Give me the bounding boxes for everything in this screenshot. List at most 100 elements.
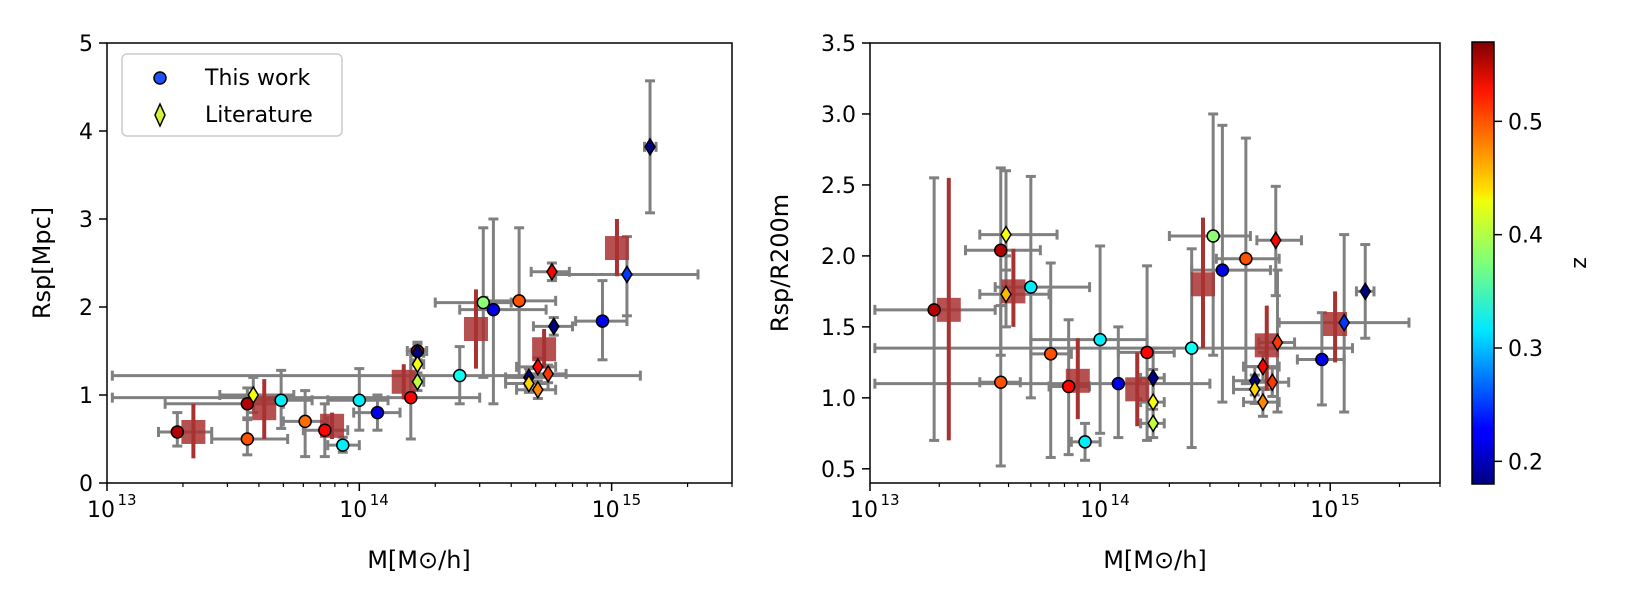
x-tick-exponent: 14 xyxy=(1111,491,1130,509)
literature-point xyxy=(542,364,554,384)
literature-point xyxy=(1269,230,1282,250)
legend-label-this-work: This work xyxy=(204,66,310,91)
this-work-point xyxy=(318,423,332,437)
literature-point xyxy=(531,380,544,400)
this-work-point xyxy=(274,393,288,408)
literature-point xyxy=(1359,281,1372,301)
literature-point xyxy=(1338,313,1351,333)
legend-label-literature: Literature xyxy=(205,103,313,128)
colorbar: 0.2 0.3 0.4 0.5 z xyxy=(1471,41,1592,485)
y-tick-label: 2 xyxy=(79,296,93,321)
x-tick-exponent: 13 xyxy=(880,491,899,509)
y-tick-label: 2.5 xyxy=(821,174,856,199)
this-work-point xyxy=(512,294,526,308)
literature-point xyxy=(1248,379,1261,399)
x-tick-label: 10 xyxy=(339,498,367,523)
this-work-point xyxy=(240,432,255,446)
y-tick-label: 1 xyxy=(79,384,93,409)
binned-square xyxy=(532,337,557,362)
colorbar-tick-label: 0.2 xyxy=(1508,450,1543,475)
x-tick-label: 10 xyxy=(1080,498,1108,523)
this-work-point xyxy=(595,314,610,328)
colorbar-gradient xyxy=(1471,41,1495,485)
literature-point xyxy=(1000,284,1012,304)
this-work-point xyxy=(1315,352,1329,367)
literature-point xyxy=(1257,357,1269,377)
literature-point xyxy=(1000,225,1012,245)
right-y-axis-label: Rsp/R200m xyxy=(766,194,794,332)
x-tick-exponent: 13 xyxy=(117,491,136,509)
this-work-point xyxy=(1206,229,1220,243)
left-x-axis-label: M[M⊙/h] xyxy=(367,546,471,574)
colorbar-tick-label: 0.3 xyxy=(1508,337,1543,362)
this-work-point xyxy=(336,438,350,452)
this-work-point xyxy=(1043,347,1058,361)
y-tick-label: 0.5 xyxy=(821,458,856,483)
literature-point xyxy=(1271,333,1284,352)
literature-point xyxy=(247,385,260,405)
this-work-point xyxy=(370,405,385,420)
x-tick-exponent: 14 xyxy=(370,491,389,509)
this-work-point xyxy=(1140,345,1154,360)
literature-point xyxy=(1147,413,1160,433)
x-tick-label: 10 xyxy=(850,498,878,523)
legend-box xyxy=(121,53,343,137)
this-work-point xyxy=(352,393,367,408)
error-bar xyxy=(1029,261,1073,459)
literature-point xyxy=(411,372,424,392)
legend-marker-this-work xyxy=(153,71,167,85)
binned-square xyxy=(252,396,277,421)
y-tick-label: 1.0 xyxy=(821,387,856,412)
this-work-point xyxy=(927,303,941,317)
literature-point xyxy=(523,374,535,393)
binned-square xyxy=(1125,377,1150,402)
y-tick-label: 0 xyxy=(79,472,93,497)
literature-point xyxy=(1147,392,1160,412)
colorbar-tick-label: 0.5 xyxy=(1508,110,1543,135)
legend-marker-literature xyxy=(154,102,166,128)
x-tick-label: 10 xyxy=(87,498,115,523)
y-tick-label: 3 xyxy=(79,208,93,233)
this-work-point xyxy=(298,414,312,429)
x-tick-label: 10 xyxy=(1310,498,1338,523)
this-work-point xyxy=(1215,263,1230,277)
literature-point xyxy=(411,354,424,374)
y-tick-label: 3.0 xyxy=(821,103,856,128)
this-work-point xyxy=(170,425,185,439)
y-tick-label: 5 xyxy=(79,32,93,57)
this-work-point xyxy=(476,295,491,310)
right-x-axis-label: M[M⊙/h] xyxy=(1103,546,1207,574)
legend: This work Literature xyxy=(121,53,343,137)
binned-square xyxy=(1190,272,1215,297)
literature-point xyxy=(1257,392,1269,412)
literature-point xyxy=(531,357,544,377)
this-work-point xyxy=(1184,341,1199,355)
right-panel: 0.51.01.52.02.53.03.510 13 10 14 10 15 M[M⊙/h… xyxy=(766,32,1441,574)
literature-point xyxy=(621,265,633,284)
colorbar-tick-label: 0.4 xyxy=(1508,224,1543,249)
this-work-point xyxy=(404,390,418,405)
y-tick-label: 4 xyxy=(79,120,93,145)
y-tick-label: 1.5 xyxy=(821,316,856,341)
colorbar-label: z xyxy=(1567,257,1592,269)
y-tick-label: 3.5 xyxy=(821,32,856,57)
binned-square xyxy=(181,419,206,444)
this-work-point xyxy=(1024,280,1038,294)
x-tick-label: 10 xyxy=(592,498,620,523)
literature-point xyxy=(1147,368,1160,388)
this-work-point xyxy=(452,368,467,383)
this-work-point xyxy=(1061,379,1076,394)
this-work-point xyxy=(1111,376,1126,391)
x-tick-exponent: 15 xyxy=(622,491,641,509)
binned-square xyxy=(463,317,488,341)
literature-point xyxy=(1266,372,1279,392)
y-tick-label: 2.0 xyxy=(821,245,856,270)
binned-square xyxy=(604,236,629,261)
this-work-point xyxy=(1093,332,1107,347)
this-work-point xyxy=(993,243,1008,257)
literature-point xyxy=(644,137,656,157)
this-work-point xyxy=(1239,251,1253,266)
literature-point xyxy=(546,262,558,282)
